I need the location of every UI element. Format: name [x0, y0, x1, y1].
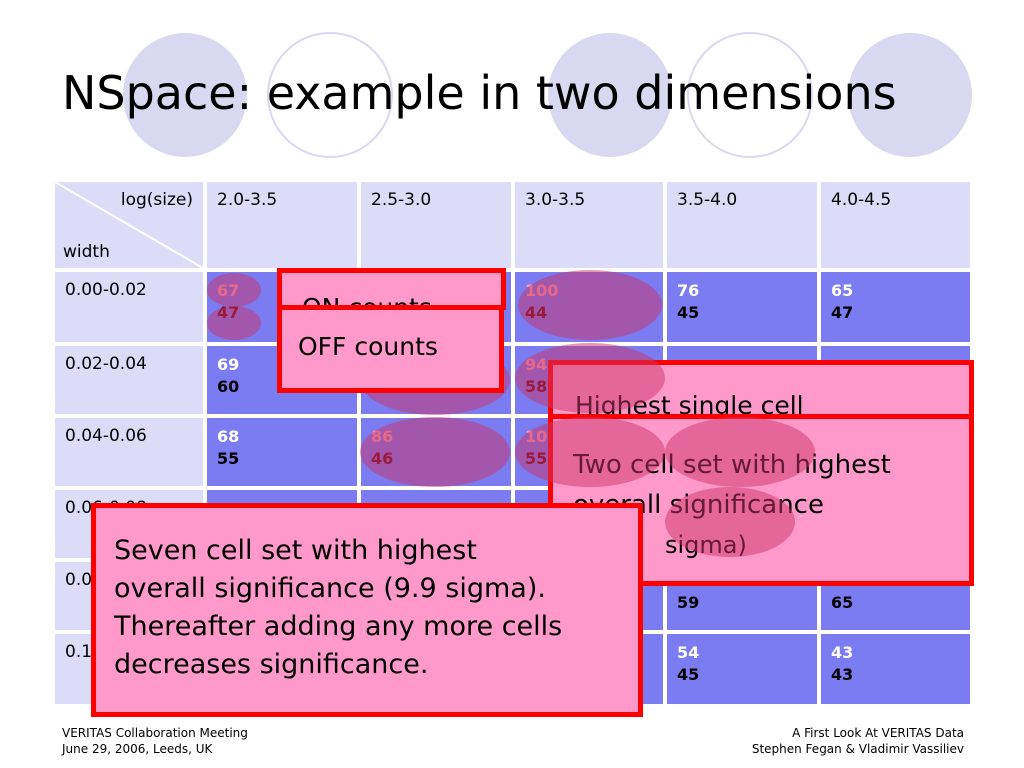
row-header: 0.02-0.04	[55, 346, 203, 414]
decor-circle	[123, 33, 247, 157]
highlight	[515, 343, 665, 413]
callout-seven: Seven cell set with highest overall signi…	[91, 503, 643, 717]
data-cell: 65 47	[821, 272, 970, 342]
corner-cell: log(size) width	[55, 182, 203, 268]
text-line: overall significance (9.9 sigma).	[114, 573, 546, 604]
diagonal-line	[55, 182, 203, 268]
data-cell: 54 45	[667, 634, 817, 704]
off-count: 55	[217, 449, 240, 468]
row-header: 0.04-0.06	[55, 418, 203, 486]
column-header: 4.0-4.5	[821, 182, 970, 268]
off-count: 43	[831, 665, 854, 684]
on-count: 69	[217, 355, 240, 374]
footer-line: June 29, 2006, Leeds, UK	[62, 742, 213, 756]
highlight	[360, 417, 510, 487]
callout-text: Seven cell set with highest overall signi…	[114, 532, 562, 684]
column-header: 3.5-4.0	[667, 182, 817, 268]
off-count: 59	[677, 593, 700, 612]
highlight	[207, 273, 261, 307]
callout-text: OFF counts	[298, 332, 438, 361]
column-header: 2.0-3.5	[207, 182, 357, 268]
text-line: Seven cell set with highest	[114, 535, 477, 566]
callout-off: OFF counts	[277, 305, 504, 393]
decor-circle	[267, 32, 393, 158]
highlight	[207, 306, 261, 340]
off-count: 45	[677, 303, 700, 322]
row-header: 0.00-0.02	[55, 272, 203, 342]
column-header: 2.5-3.0	[361, 182, 511, 268]
footer-line: A First Look At VERITAS Data	[792, 726, 964, 740]
data-cell: 68 55	[207, 418, 357, 486]
footer-left: VERITAS Collaboration Meeting June 29, 20…	[62, 725, 248, 757]
corner-bottom: width	[63, 242, 110, 262]
on-count: 65	[831, 281, 854, 300]
off-count: 60	[217, 377, 240, 396]
decor-circle	[848, 33, 972, 157]
footer-right: A First Look At VERITAS Data Stephen Fega…	[752, 725, 964, 757]
highlight	[665, 417, 815, 487]
highlight	[518, 270, 662, 340]
data-cell: 76 45	[667, 272, 817, 342]
footer-line: Stephen Fegan & Vladimir Vassiliev	[751, 742, 964, 756]
on-count: 68	[217, 427, 240, 446]
off-count: 45	[677, 665, 700, 684]
on-count: 43	[831, 643, 854, 662]
data-cell: 43 43	[821, 634, 970, 704]
highlight	[665, 487, 795, 557]
text-line: decreases significance.	[114, 649, 429, 680]
off-count: 47	[831, 303, 854, 322]
highlight	[515, 417, 665, 487]
diagonal	[55, 182, 203, 268]
off-count: 65	[831, 593, 854, 612]
on-count: 76	[677, 281, 700, 300]
title: NSpace: example in two dimensions	[62, 66, 897, 120]
on-count: 54	[677, 643, 700, 662]
footer-line: VERITAS Collaboration Meeting	[62, 726, 248, 740]
decor-circle	[687, 32, 813, 158]
callout-on: ON counts	[277, 268, 506, 322]
decor-circle	[548, 33, 672, 157]
corner-top: log(size)	[120, 190, 193, 210]
column-header: 3.0-3.5	[515, 182, 663, 268]
text-line: Thereafter adding any more cells	[114, 611, 563, 642]
